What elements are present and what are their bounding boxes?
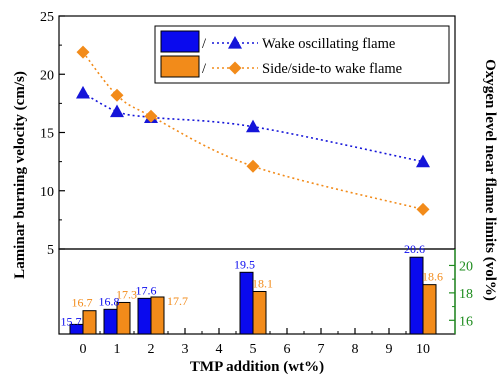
bar bbox=[137, 297, 152, 335]
bar-data-label: 20.6 bbox=[404, 242, 425, 256]
legend: / Wake oscillating flame / Side/side-to … bbox=[154, 25, 450, 84]
top-y-tick-label: 20 bbox=[40, 68, 54, 83]
x-axis-title: TMP addition (wt%) bbox=[190, 359, 324, 375]
legend-marker-1 bbox=[228, 36, 242, 49]
triangle-marker bbox=[110, 104, 124, 118]
bar-data-label: 19.5 bbox=[234, 257, 255, 271]
bar bbox=[422, 284, 437, 335]
top-y-tick-label: 25 bbox=[40, 10, 54, 25]
triangle-marker bbox=[76, 85, 90, 99]
top-y-tick-label: 15 bbox=[40, 127, 54, 142]
x-tick-label: 9 bbox=[386, 342, 393, 357]
x-tick-label: 0 bbox=[80, 342, 87, 357]
top-left-y-axis: 5 10 15 20 25 bbox=[40, 10, 65, 258]
bottom-y-tick-label: 16 bbox=[459, 314, 473, 329]
bar-data-label: 17.7 bbox=[167, 294, 188, 308]
legend-prefix-2: / bbox=[202, 61, 207, 77]
diamond-marker bbox=[144, 109, 158, 123]
bottom-right-y-axis: 16 18 20 bbox=[449, 249, 473, 334]
bar-data-label: 16.8 bbox=[99, 294, 120, 308]
diamond-marker bbox=[110, 88, 124, 102]
bar bbox=[252, 291, 267, 335]
bar bbox=[116, 301, 131, 335]
diamond-marker bbox=[416, 202, 430, 216]
triangle-marker bbox=[246, 119, 260, 133]
top-y-tick-label: 10 bbox=[40, 185, 54, 200]
line-series-2 bbox=[82, 51, 424, 211]
line-series-1 bbox=[82, 92, 424, 163]
bar bbox=[82, 310, 97, 335]
bottom-y-tick-label: 20 bbox=[459, 259, 473, 274]
bar-data-label: 18.6 bbox=[422, 270, 443, 284]
x-tick-label: 10 bbox=[416, 342, 430, 357]
bar-data-label: 18.1 bbox=[252, 277, 273, 291]
x-tick-label: 3 bbox=[182, 342, 189, 357]
legend-bar-swatch-1 bbox=[160, 30, 200, 53]
top-y-tick-label: 5 bbox=[47, 243, 54, 258]
bar-series-layer: 15.7 16.8 17.6 19.5 20.6 16.7 17.3 17.7 18.1 18.6 bbox=[61, 242, 443, 335]
legend-prefix-1: / bbox=[202, 36, 207, 52]
bar bbox=[150, 296, 165, 335]
legend-label-wake-oscillating: Wake oscillating flame bbox=[262, 36, 395, 52]
bar-data-label: 17.3 bbox=[116, 287, 137, 301]
bar-data-label: 15.7 bbox=[61, 314, 82, 328]
legend-box bbox=[154, 25, 450, 84]
legend-bar-swatch-2 bbox=[160, 55, 200, 78]
triangle-marker bbox=[416, 154, 430, 168]
right-y-axis-title: Oxygen level near flame limits (vol%) bbox=[482, 59, 498, 301]
x-tick-label: 7 bbox=[318, 342, 325, 357]
x-tick-label: 5 bbox=[250, 342, 257, 357]
x-axis: 0 1 2 3 4 5 6 7 8 9 10 bbox=[80, 328, 430, 357]
x-tick-label: 4 bbox=[216, 342, 223, 357]
bar-data-label: 16.7 bbox=[72, 296, 93, 310]
x-tick-label: 6 bbox=[284, 342, 291, 357]
bar bbox=[103, 308, 118, 335]
legend-marker-2 bbox=[228, 61, 242, 75]
left-y-axis-title: Laminar burning velocity (cm/s) bbox=[12, 71, 28, 279]
x-tick-label: 1 bbox=[114, 342, 121, 357]
line-series-layer bbox=[76, 45, 430, 216]
bottom-y-tick-label: 18 bbox=[459, 287, 473, 302]
diamond-marker bbox=[246, 159, 260, 173]
x-tick-label: 2 bbox=[148, 342, 155, 357]
bar-data-label: 17.6 bbox=[136, 283, 157, 297]
x-tick-label: 8 bbox=[352, 342, 359, 357]
legend-label-side-wake: Side/side-to wake flame bbox=[262, 61, 402, 77]
diamond-marker bbox=[76, 45, 90, 59]
